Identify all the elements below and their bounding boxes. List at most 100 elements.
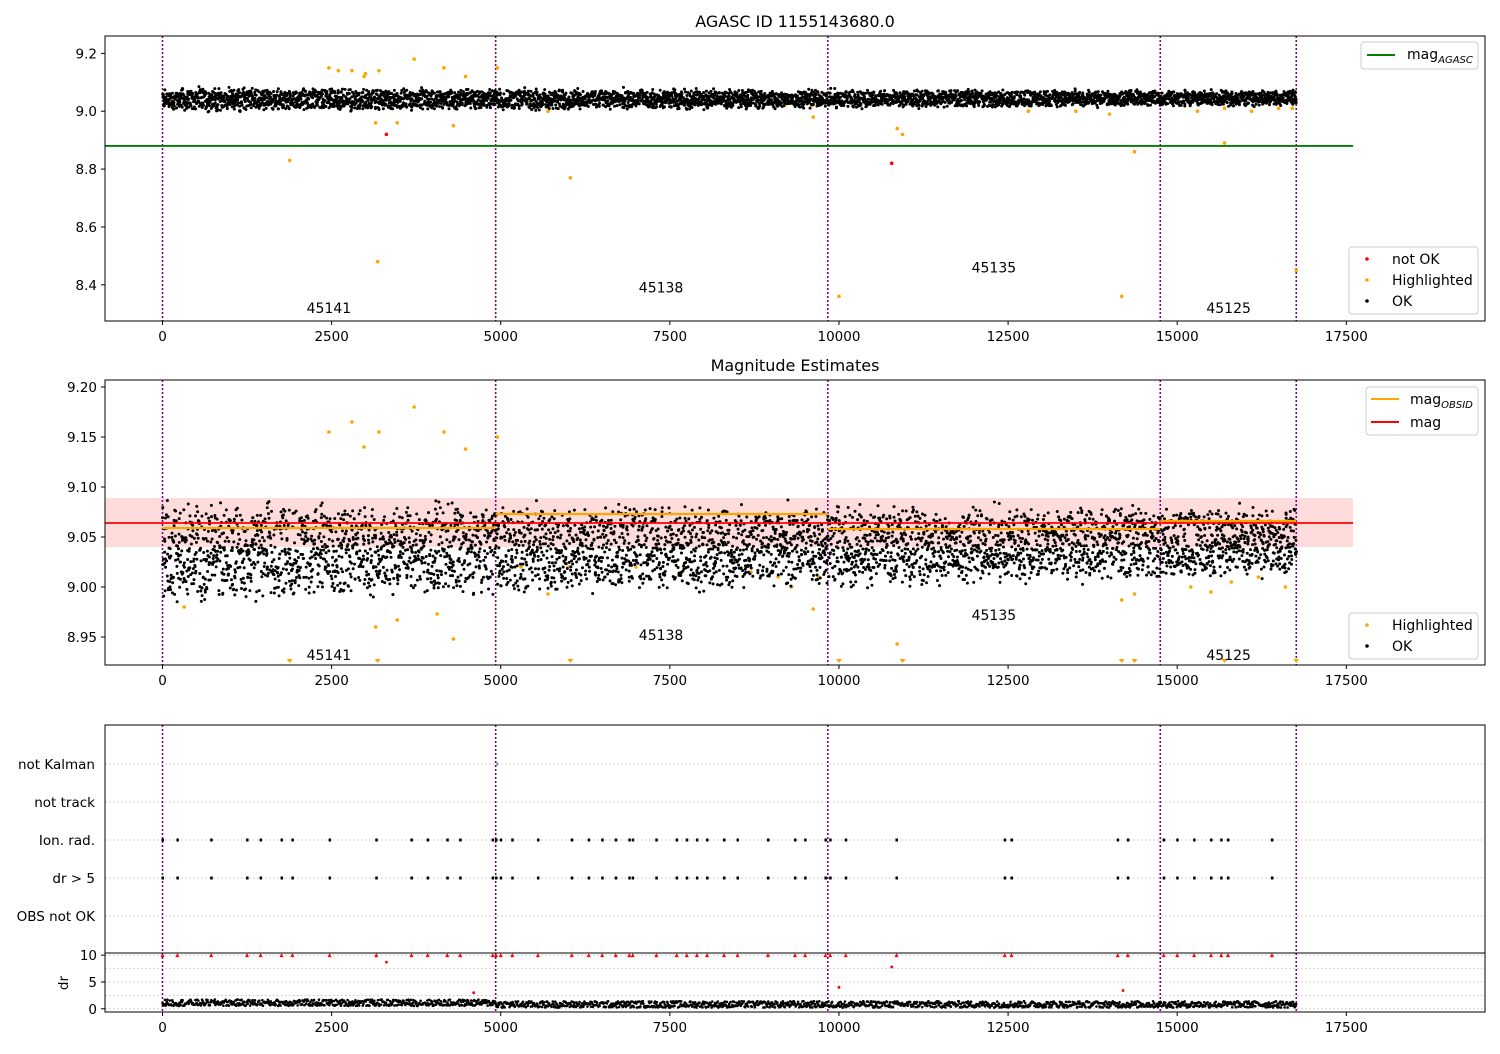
ok-point [243,86,246,89]
ok-point [191,92,194,95]
x-tick-label: 12500 [987,329,1030,345]
ok-point [182,508,185,511]
ok-point [439,90,442,93]
ok-point [178,517,181,520]
ok-point [659,89,662,92]
ok-point [372,96,375,99]
ok-point [311,96,314,99]
x-tick-label: 17500 [1325,329,1368,345]
ok-point [598,105,601,108]
ok-point [173,101,176,104]
ok-point [210,515,213,518]
ok-point [219,109,222,112]
ok-point [163,540,166,543]
ok-point [534,109,537,112]
ok-point [410,109,413,112]
ok-point [188,514,191,517]
ok-point [244,108,247,111]
ok-point [1009,103,1012,106]
ok-point [1071,102,1074,105]
ok-point [844,91,847,94]
ok-point [579,107,582,110]
ok-point [680,92,683,95]
ok-point [163,104,166,107]
ok-point [196,590,199,593]
highlighted-point [435,612,439,616]
ok-point [188,566,191,569]
ok-point [705,90,708,93]
ok-point [685,108,688,111]
ok-point [175,565,178,568]
ok-point [663,105,666,108]
ok-point [206,550,209,553]
ok-point [187,575,190,578]
ok-point [391,107,394,110]
ok-point [238,91,241,94]
ok-point [172,541,175,544]
ok-point [349,88,352,91]
highlighted-point [350,69,354,73]
ok-point [433,107,436,110]
ok-point [361,100,364,103]
ok-point [421,108,424,111]
ok-point [212,561,215,564]
ok-point [669,98,672,101]
ok-point [250,92,253,95]
ok-point [879,90,882,93]
ok-point [557,107,560,110]
ok-point [177,547,180,550]
ok-point [702,91,705,94]
ok-point [673,88,676,91]
ok-point [409,102,412,105]
ok-point [169,547,172,550]
ok-point [981,89,984,92]
ok-point [219,92,222,95]
ok-point [233,593,236,596]
obsid-label: 45135 [972,260,1017,276]
ok-point [195,558,198,561]
ok-point [1130,89,1133,92]
ok-point [212,554,215,557]
ok-point [1258,104,1261,107]
ok-point [197,537,200,540]
ok-point [1183,103,1186,106]
ok-point [194,107,197,110]
ok-point [190,104,193,107]
legend-line-mag-agasc: magAGASC [1361,42,1478,69]
y-tick-label: 8.8 [76,162,97,178]
ok-point [1172,104,1175,107]
ok-point [609,108,612,111]
highlighted-point [1230,580,1234,584]
ok-point [190,542,193,545]
ok-point [502,92,505,95]
legend-points-panel-1: not OK Highlighted OK [1349,247,1478,314]
ok-point [205,537,208,540]
ok-point [400,92,403,95]
ok-point [971,92,974,95]
ok-point [799,106,802,109]
ok-point [180,549,183,552]
ok-point [227,540,230,543]
ok-point [598,102,601,105]
ok-point [216,518,219,521]
highlighted-point [377,69,381,73]
ok-point [810,89,813,92]
ok-point [502,108,505,111]
ok-point [931,92,934,95]
ok-point [1149,104,1152,107]
ok-point [776,105,779,108]
ok-point [1094,91,1097,94]
ok-point [508,102,511,105]
ok-point [193,98,196,101]
ok-point [229,586,232,589]
ok-point [488,88,491,91]
highlighted-point [1120,598,1124,602]
ok-point [846,97,849,100]
ok-point [1231,92,1234,95]
ok-point [164,566,167,569]
ok-point [187,97,190,100]
ok-point [205,512,208,515]
ok-point [1239,100,1242,103]
ok-point [618,103,621,106]
